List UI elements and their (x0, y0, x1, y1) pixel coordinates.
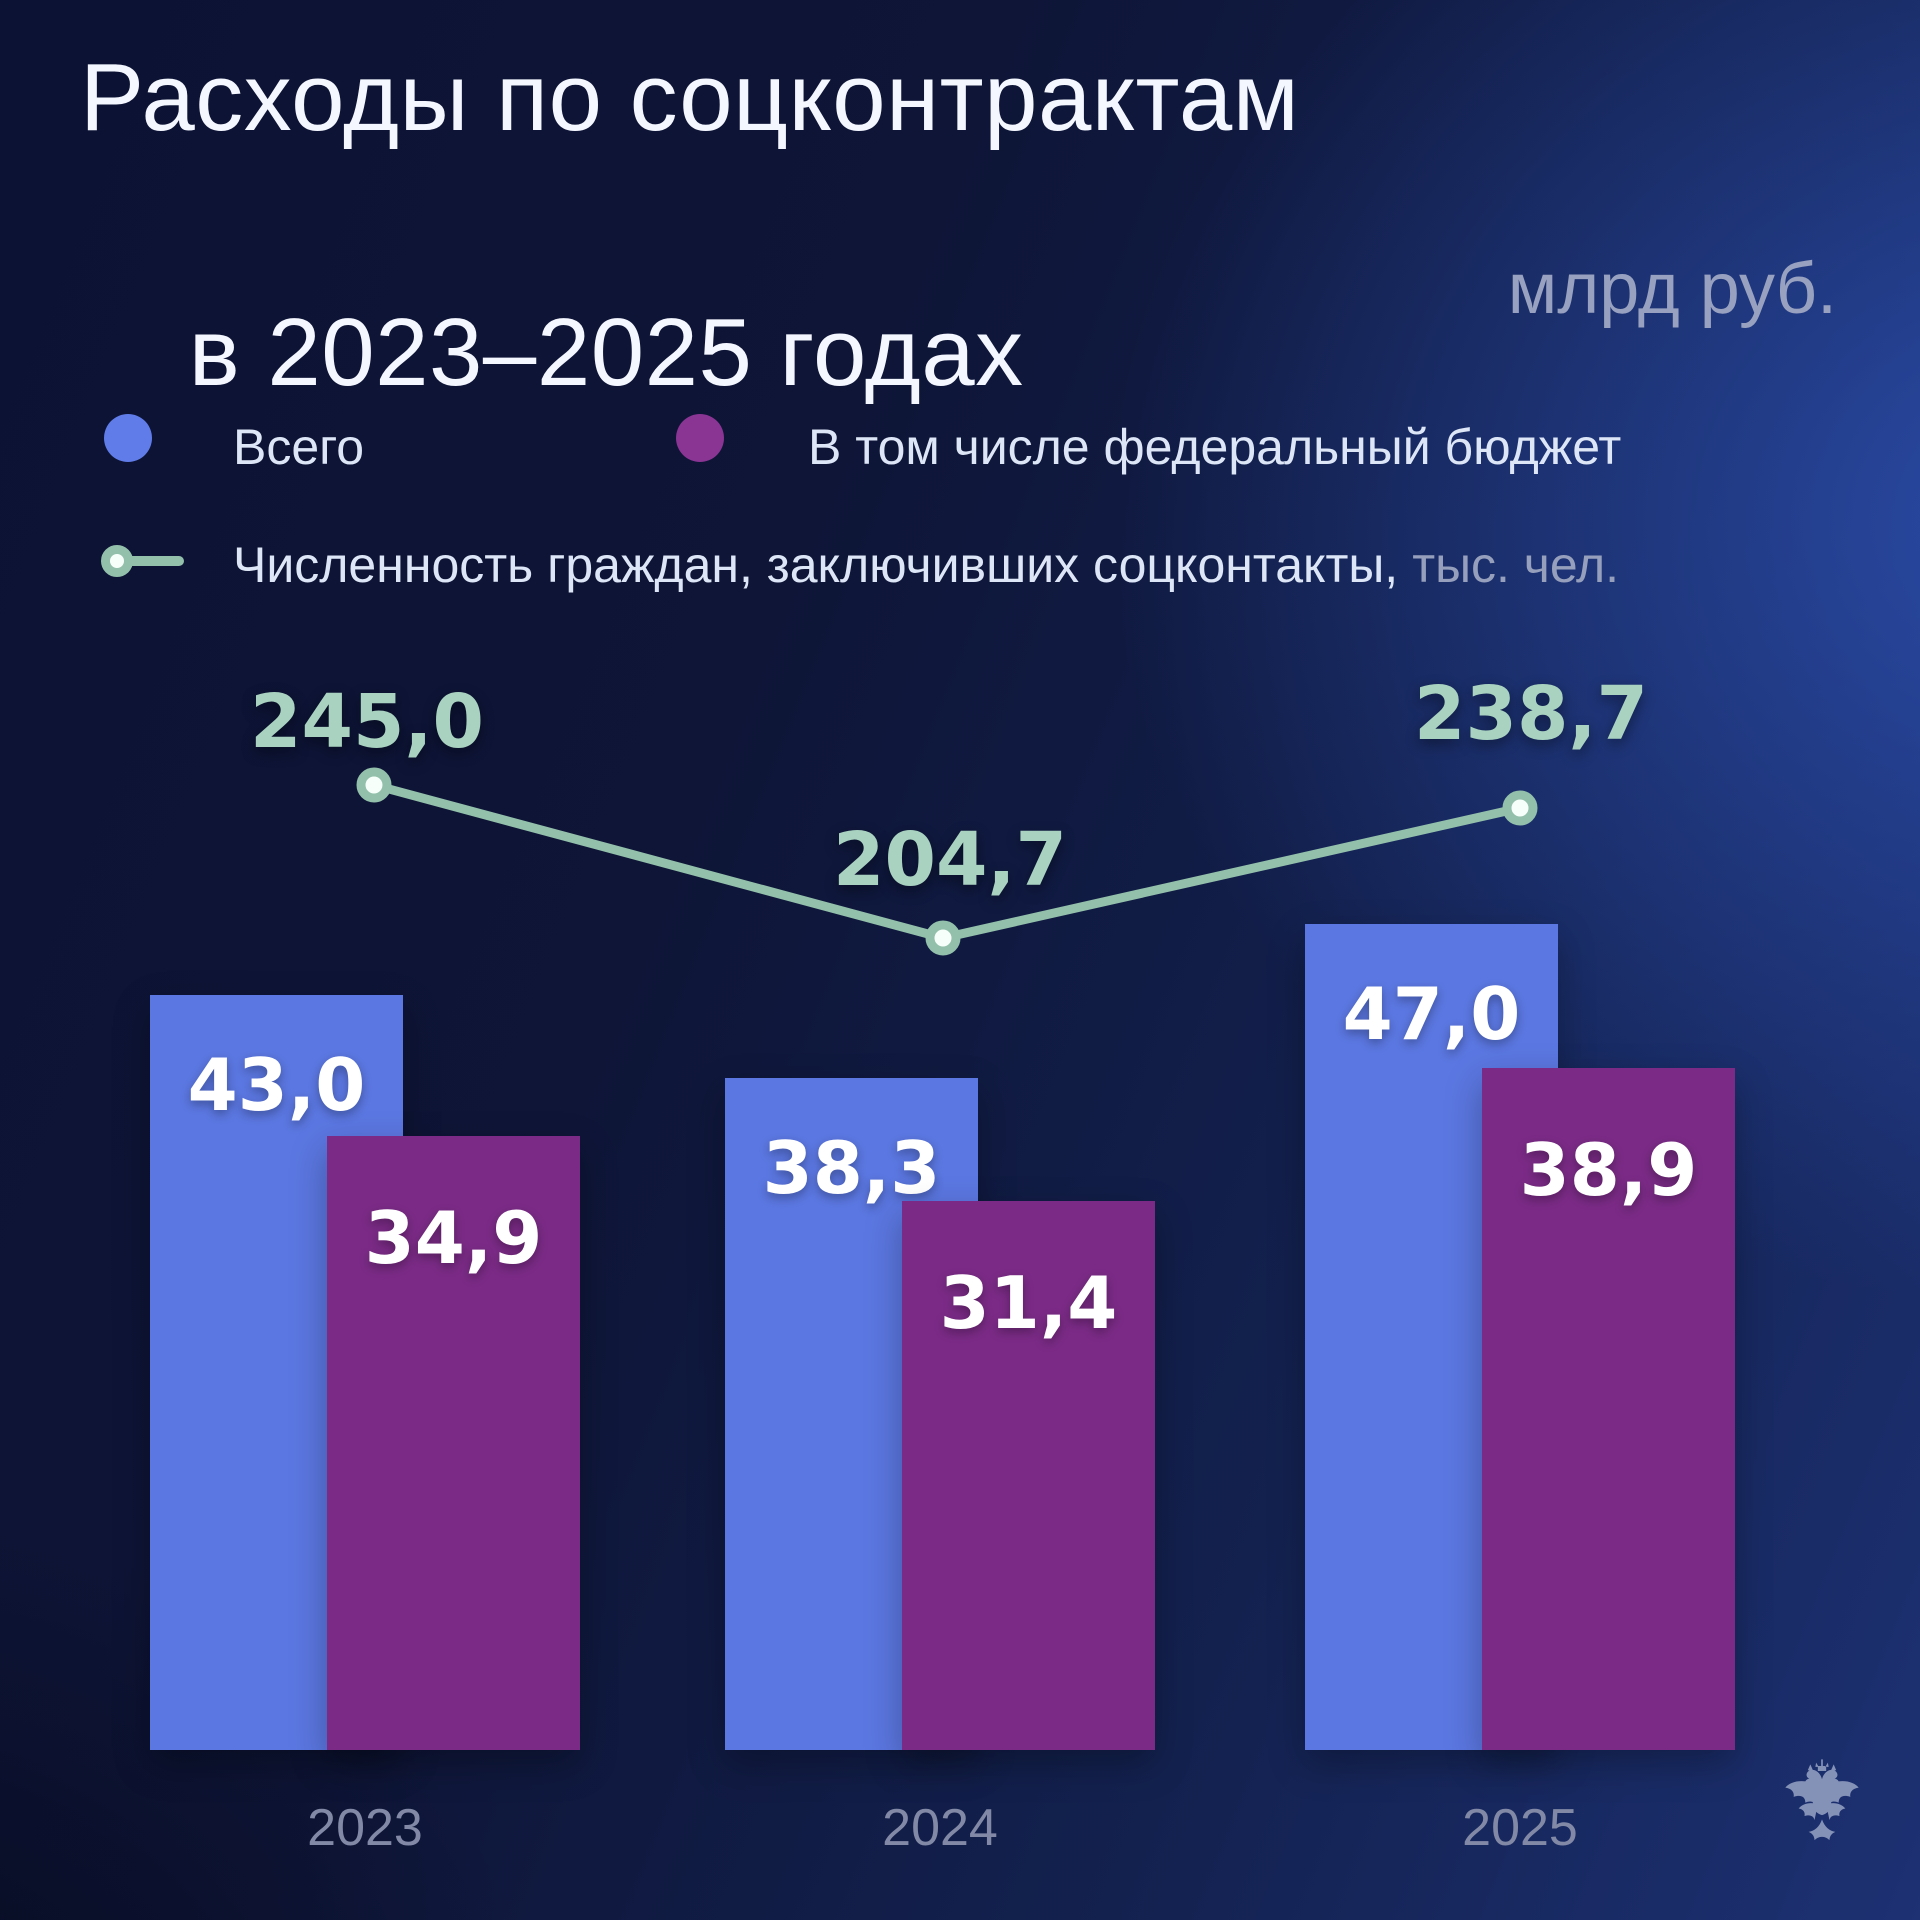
bar-total-2024-value: 38,3 (762, 1126, 941, 1210)
line-point-2024 (925, 920, 961, 956)
legend-line-marker-dot (101, 545, 133, 577)
legend-label-line: Численность граждан, заключивших соцконт… (233, 536, 1619, 594)
axis-label-2025: 2025 (1462, 1799, 1578, 1857)
line-value-2025: 238,7 (1413, 671, 1649, 757)
bar-federal-2024: 31,4 (902, 1201, 1155, 1750)
ministry-eagle-logo (1785, 1759, 1859, 1841)
axis-label-2024: 2024 (882, 1799, 998, 1857)
line-value-2023: 245,0 (249, 679, 485, 765)
page-title-line1: Расходы по соцконтрактам (80, 44, 1300, 151)
legend-line-text: Численность граждан, заключивших соцконт… (233, 537, 1399, 593)
line-point-2025 (1502, 790, 1538, 826)
eagle-right-half (1822, 1764, 1859, 1821)
eagle-crown (1815, 1759, 1829, 1771)
legend-label-federal: В том числе федеральный бюджет (808, 419, 1622, 475)
page-title: Расходы по соцконтрактам в 2023–2025 год… (80, 34, 1299, 545)
axis-label-2023: 2023 (307, 1799, 423, 1857)
bar-total-2023-value: 43,0 (187, 1043, 366, 1127)
bar-federal-2024-value: 31,4 (939, 1261, 1118, 1345)
eagle-shield (1812, 1787, 1832, 1816)
bar-federal-2023: 34,9 (327, 1136, 580, 1750)
legend-line-marker (112, 556, 184, 566)
unit-label: млрд руб. (1507, 249, 1837, 329)
page-title-line2: в 2023–2025 годах (188, 299, 1024, 407)
eagle-tail (1808, 1819, 1836, 1841)
legend-line-unit: тыс. чел. (1412, 537, 1620, 593)
legend-dot-total (104, 414, 152, 462)
bar-total-2025-value: 47,0 (1342, 972, 1521, 1056)
bar-federal-2025-value: 38,9 (1519, 1128, 1698, 1212)
legend-label-total: Всего (233, 419, 365, 475)
line-value-2024: 204,7 (832, 817, 1068, 903)
bar-federal-2025: 38,9 (1482, 1068, 1735, 1750)
line-point-2023 (356, 767, 392, 803)
legend-dot-federal (676, 414, 724, 462)
bar-federal-2023-value: 34,9 (364, 1196, 543, 1280)
